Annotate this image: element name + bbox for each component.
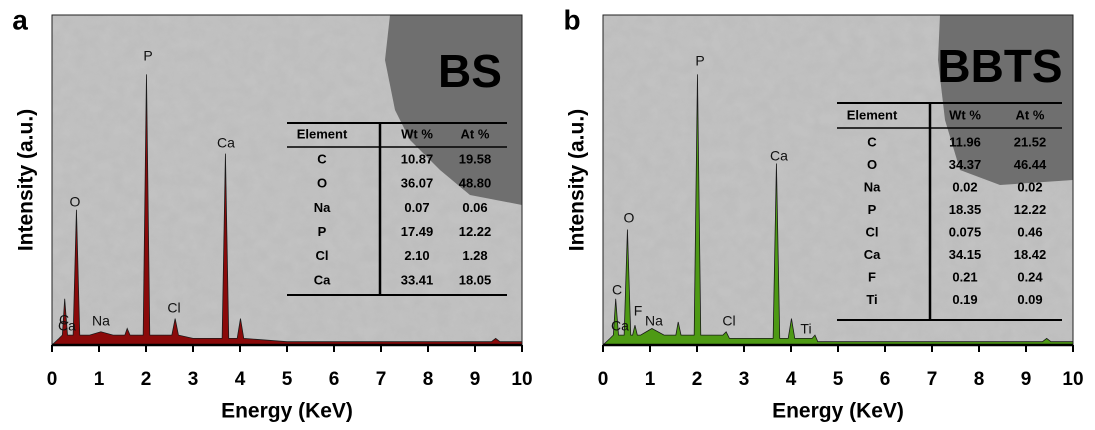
micrograph-dark-region — [385, 15, 522, 205]
spectrum — [50, 74, 523, 346]
table-cell: C — [867, 134, 877, 149]
peak-label: Cl — [167, 300, 180, 316]
x-tick-label: 7 — [376, 369, 387, 390]
table-cell: O — [317, 176, 327, 191]
peak-label: F — [634, 303, 643, 319]
table-cell: 18.05 — [459, 272, 492, 287]
table-cell: 0.02 — [952, 179, 977, 194]
peak-label: Ca — [58, 318, 76, 334]
table-cell: 0.46 — [1017, 224, 1042, 239]
spectrum — [601, 74, 1074, 346]
table-cell: F — [868, 269, 876, 284]
x-tick-label: 8 — [974, 369, 985, 390]
table-cell: 19.58 — [459, 151, 492, 166]
table-cell: Na — [864, 179, 881, 194]
table-cell: P — [868, 202, 877, 217]
table-cell: Ti — [866, 292, 877, 307]
table-cell: 11.96 — [949, 134, 981, 149]
x-axis-label: Energy (KeV) — [772, 400, 904, 423]
x-tick-label: 4 — [786, 369, 797, 390]
table-cell: 1.28 — [462, 248, 487, 263]
table-cell: 34.15 — [949, 247, 982, 262]
peak-label: Ca — [611, 318, 629, 334]
x-tick-label: 3 — [188, 369, 199, 390]
table-cell: 34.37 — [949, 157, 982, 172]
x-tick-label: 6 — [880, 369, 891, 390]
table-cell: 48.80 — [459, 176, 492, 191]
table-header: Element — [297, 126, 348, 141]
y-axis-label: Intensity (a.u.) — [566, 109, 589, 251]
table-cell: Ca — [314, 272, 331, 287]
peak-label: P — [695, 53, 704, 69]
x-tick-label: 2 — [141, 369, 152, 390]
x-tick-label: 10 — [511, 369, 532, 390]
table-cell: 36.07 — [401, 176, 434, 191]
peak-label: Ca — [770, 148, 788, 164]
micrograph-dark-region — [938, 15, 1073, 185]
x-tick-label: 2 — [692, 369, 703, 390]
table-cell: 0.07 — [404, 200, 429, 215]
table-cell: 12.22 — [459, 224, 492, 239]
peak-label: Na — [92, 313, 110, 329]
table-cell: Cl — [316, 248, 329, 263]
table-cell: 0.21 — [952, 269, 977, 284]
table-cell: 10.87 — [401, 151, 434, 166]
x-tick-label: 3 — [739, 369, 750, 390]
panel-letter: b — [563, 4, 580, 35]
table-header: At % — [461, 126, 490, 141]
x-tick-label: 9 — [1021, 369, 1032, 390]
table-cell: 0.075 — [949, 224, 982, 239]
table-cell: 0.24 — [1017, 269, 1043, 284]
table-cell: P — [318, 224, 327, 239]
sample-label: BBTS — [937, 40, 1062, 92]
table-cell: O — [867, 157, 877, 172]
table-cell: Na — [314, 200, 331, 215]
table-cell: Cl — [866, 224, 879, 239]
x-tick-label: 1 — [645, 369, 656, 390]
table-cell: 12.22 — [1014, 202, 1047, 217]
peak-label: C — [59, 312, 69, 328]
table-header: Wt % — [401, 126, 433, 141]
sample-label: BS — [438, 45, 502, 97]
peak-label: C — [612, 282, 622, 298]
table-cell: 18.42 — [1014, 247, 1047, 262]
x-tick-label: 9 — [470, 369, 481, 390]
x-tick-label: 10 — [1062, 369, 1083, 390]
table-header: Wt % — [949, 107, 981, 122]
peak-label: P — [143, 48, 152, 64]
peak-label: Na — [645, 313, 663, 329]
peak-label: Cl — [722, 313, 735, 329]
peak-label: O — [624, 210, 635, 226]
panel-letter: a — [12, 4, 28, 35]
x-tick-label: 0 — [598, 369, 609, 390]
table-cell: 2.10 — [404, 248, 429, 263]
x-axis-label: Energy (KeV) — [221, 400, 353, 423]
peak-label: O — [70, 194, 81, 210]
table-cell: 17.49 — [401, 224, 434, 239]
x-tick-label: 7 — [927, 369, 938, 390]
table-cell: 0.19 — [952, 292, 977, 307]
peak-label: Ca — [217, 135, 235, 151]
x-tick-label: 6 — [329, 369, 340, 390]
table-header: Element — [847, 107, 898, 122]
table-cell: 0.02 — [1017, 179, 1042, 194]
x-tick-label: 1 — [94, 369, 105, 390]
table-cell: 0.09 — [1017, 292, 1042, 307]
x-tick-label: 0 — [47, 369, 58, 390]
peak-label: Ti — [800, 321, 811, 337]
x-tick-label: 4 — [235, 369, 246, 390]
y-axis-label: Intensity (a.u.) — [15, 109, 38, 251]
x-tick-label: 5 — [833, 369, 844, 390]
table-cell: 46.44 — [1014, 157, 1047, 172]
x-tick-label: 5 — [282, 369, 293, 390]
table-header: At % — [1016, 107, 1045, 122]
table-cell: 18.35 — [949, 202, 982, 217]
table-cell: C — [317, 151, 327, 166]
table-cell: Ca — [864, 247, 881, 262]
x-tick-label: 8 — [423, 369, 434, 390]
table-cell: 21.52 — [1014, 134, 1047, 149]
table-cell: 33.41 — [401, 272, 434, 287]
table-cell: 0.06 — [462, 200, 487, 215]
